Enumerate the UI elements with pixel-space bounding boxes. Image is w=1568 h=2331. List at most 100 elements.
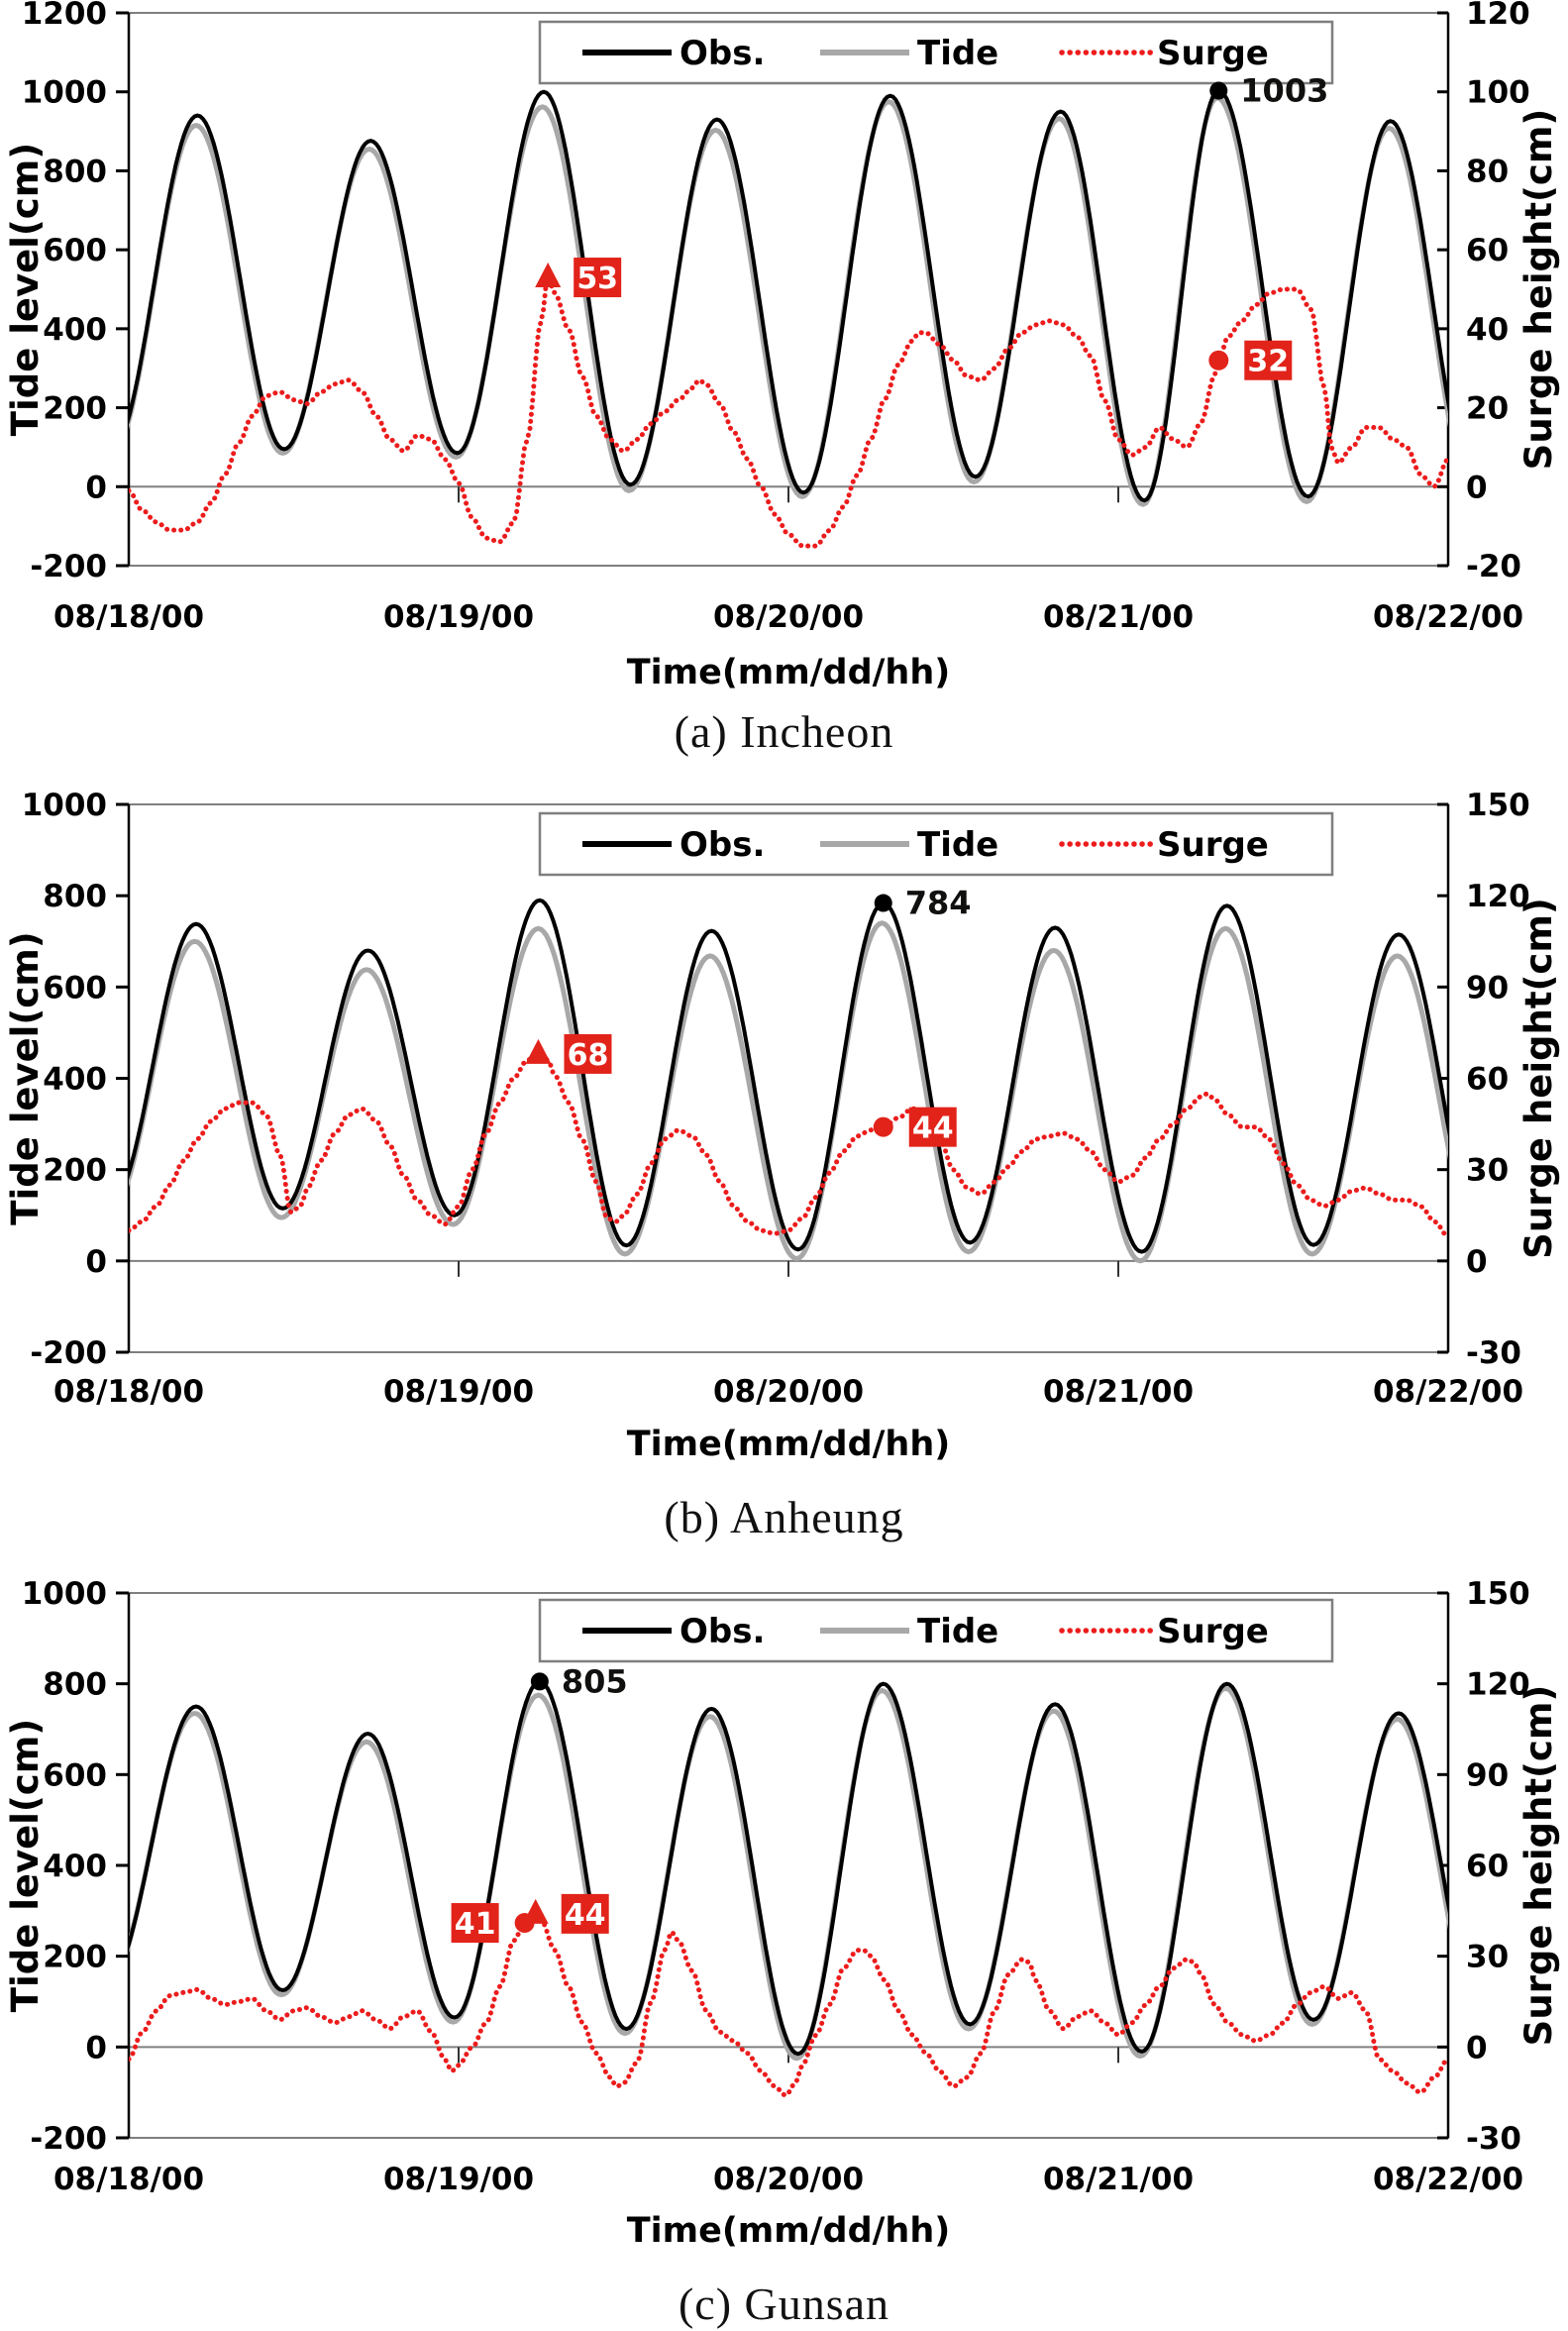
- svg-text:08/21/00: 08/21/00: [1043, 599, 1194, 635]
- surge-value-label: 32: [1247, 345, 1289, 379]
- obs-max-marker: [874, 894, 892, 912]
- obs-line: [129, 88, 1448, 503]
- svg-text:400: 400: [43, 312, 107, 348]
- legend-label: Surge: [1157, 34, 1269, 73]
- svg-text:0: 0: [1466, 2030, 1488, 2066]
- chart-gunsan-caption: (c) Gunsan: [678, 2278, 890, 2329]
- surge-value-box: [908, 1107, 957, 1147]
- svg-text:1000: 1000: [22, 1576, 107, 1612]
- obs-line: [129, 898, 1448, 1254]
- surge-value-label: 41: [455, 1907, 496, 1942]
- svg-text:60: 60: [1466, 1849, 1509, 1884]
- svg-text:08/21/00: 08/21/00: [1043, 2162, 1194, 2197]
- x-axis-title: Time(mm/dd/hh): [627, 1425, 951, 1464]
- svg-text:1200: 1200: [22, 0, 107, 32]
- svg-text:400: 400: [43, 1062, 107, 1098]
- series-curves: [129, 1679, 1448, 2099]
- legend: Obs. Tide Surge: [538, 20, 1334, 85]
- svg-text:80: 80: [1466, 154, 1509, 189]
- svg-text:600: 600: [43, 1757, 107, 1793]
- svg-text:90: 90: [1466, 1757, 1509, 1793]
- legend-label: Obs.: [679, 1612, 765, 1651]
- svg-text:60: 60: [1466, 1062, 1509, 1098]
- surge-value-box: [564, 1033, 612, 1074]
- svg-text:0: 0: [85, 2030, 107, 2066]
- legend: Obs. Tide Surge: [538, 811, 1334, 877]
- chart-gunsan-plot: -200 0 200 400 600 800 1000 -30 0 30 60 90 120 150 08/…: [4, 1576, 1560, 2251]
- legend: Obs. Tide Surge: [538, 1598, 1334, 1663]
- svg-text:0: 0: [1466, 470, 1488, 505]
- surge-max-marker: [522, 1898, 549, 1924]
- svg-text:1000: 1000: [22, 75, 107, 111]
- svg-text:08/18/00: 08/18/00: [53, 2162, 204, 2197]
- surge-value-label: 53: [576, 262, 618, 296]
- obs-max-label: 805: [562, 1662, 628, 1700]
- surge-value-label: 68: [568, 1038, 609, 1073]
- obs-max-marker: [530, 1672, 549, 1691]
- svg-text:150: 150: [1466, 1576, 1530, 1612]
- svg-text:08/18/00: 08/18/00: [53, 599, 204, 635]
- y-left-title: Tide level(cm): [4, 143, 47, 436]
- surge-at-peak-marker: [873, 1116, 893, 1137]
- obs-max-label: 1003: [1240, 72, 1328, 110]
- svg-text:08/21/00: 08/21/00: [1043, 1374, 1194, 1410]
- surge-max-marker: [535, 263, 562, 288]
- svg-text:08/22/00: 08/22/00: [1373, 599, 1523, 635]
- svg-text:200: 200: [43, 391, 107, 427]
- svg-text:-20: -20: [1466, 549, 1521, 584]
- svg-text:400: 400: [43, 1849, 107, 1884]
- svg-text:120: 120: [1466, 0, 1530, 32]
- svg-text:-200: -200: [30, 2121, 107, 2157]
- svg-text:150: 150: [1466, 788, 1530, 823]
- svg-text:08/20/00: 08/20/00: [713, 1374, 864, 1410]
- surge-line: [129, 270, 1448, 549]
- annotations: 784 68 44: [525, 885, 972, 1147]
- svg-text:90: 90: [1466, 970, 1509, 1006]
- obs-line: [129, 1679, 1448, 2057]
- svg-text:0: 0: [85, 470, 107, 505]
- annotations: 805 41 44: [451, 1662, 628, 1944]
- svg-text:800: 800: [43, 1667, 107, 1703]
- svg-text:600: 600: [43, 233, 107, 268]
- svg-text:30: 30: [1466, 1940, 1509, 1975]
- svg-text:-30: -30: [1466, 2121, 1521, 2157]
- svg-text:600: 600: [43, 970, 107, 1006]
- obs-max-marker: [1209, 81, 1228, 100]
- legend-label: Surge: [1157, 825, 1269, 865]
- svg-text:40: 40: [1466, 312, 1509, 348]
- tick-labels: -200 0 200 400 600 800 1000 -30 0 30 60 90 120 150 08/…: [4, 788, 1560, 1464]
- svg-text:08/19/00: 08/19/00: [383, 599, 534, 635]
- surge-value-label: 44: [565, 1898, 606, 1933]
- svg-text:800: 800: [43, 154, 107, 189]
- tide-line: [129, 95, 1448, 507]
- legend-label: Tide: [917, 34, 998, 73]
- legend-label: Tide: [917, 825, 998, 865]
- legend-label: Obs.: [679, 34, 765, 73]
- annotations: 1003 53 32: [535, 72, 1328, 380]
- surge-value-box: [451, 1903, 499, 1944]
- x-axis-title: Time(mm/dd/hh): [627, 2211, 951, 2251]
- chart-incheon-caption: (a) Incheon: [674, 706, 894, 757]
- svg-text:20: 20: [1466, 391, 1509, 427]
- legend-label: Obs.: [679, 825, 765, 865]
- svg-text:200: 200: [43, 1153, 107, 1189]
- y-right-title: Surge height(cm): [1517, 898, 1560, 1259]
- surge-value-label: 44: [912, 1112, 954, 1146]
- svg-text:08/18/00: 08/18/00: [53, 1374, 204, 1410]
- svg-text:200: 200: [43, 1940, 107, 1975]
- tick-labels: -200 0 200 400 600 800 1000 -30 0 30 60 90 120 150 08/…: [4, 1576, 1560, 2251]
- chart-anheung: -200 0 200 400 600 800 1000 -30 0 30 60 90 120 150 08/…: [0, 778, 1568, 1560]
- series-curves: [129, 898, 1448, 1264]
- surge-line: [129, 1051, 1448, 1239]
- surge-value-box: [1244, 340, 1293, 380]
- svg-text:120: 120: [1466, 879, 1530, 914]
- svg-text:08/19/00: 08/19/00: [383, 2162, 534, 2197]
- chart-incheon: -200 0 200 400 600 800 1000 1200 -20 0 20 40 60 80 100…: [0, 0, 1568, 778]
- chart-anheung-caption: (b) Anheung: [664, 1492, 904, 1542]
- legend-label: Surge: [1157, 1612, 1269, 1651]
- svg-text:08/20/00: 08/20/00: [713, 599, 864, 635]
- y-right-title: Surge height(cm): [1517, 1685, 1560, 2047]
- svg-text:800: 800: [43, 879, 107, 914]
- svg-text:-200: -200: [30, 549, 107, 584]
- svg-text:08/20/00: 08/20/00: [713, 2162, 864, 2197]
